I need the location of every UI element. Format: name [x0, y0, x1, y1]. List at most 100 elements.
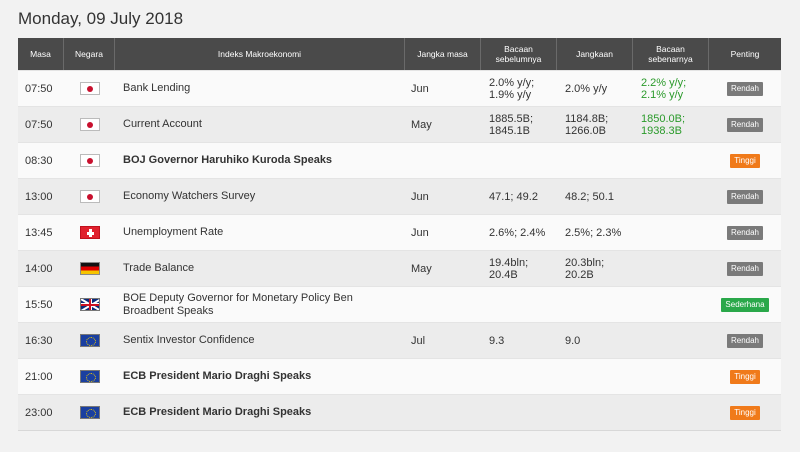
country-flag-cell: [64, 359, 115, 394]
table-row: 07:50 Bank Lending Jun 2.0% y/y; 1.9% y/y 2.…: [18, 70, 781, 106]
table-row: 15:50 BOE Deputy Governor for Monetary Po…: [18, 286, 781, 322]
header-country: Negara: [64, 38, 115, 70]
event-time: 16:30: [25, 334, 53, 347]
event-time: 07:50: [25, 118, 53, 131]
actual-value: [633, 215, 709, 250]
event-period: May: [411, 118, 432, 131]
actual-value: [633, 251, 709, 286]
country-flag-cell: [64, 179, 115, 214]
eu-flag-icon: [79, 334, 100, 347]
importance-cell: Tinggi: [709, 359, 781, 394]
importance-badge: Rendah: [726, 225, 764, 240]
actual-value: [633, 143, 709, 178]
event-name: ECB President Mario Draghi Speaks: [123, 406, 312, 418]
japan-flag-icon: [79, 118, 100, 131]
previous-value: 2.6%; 2.4%: [489, 226, 546, 239]
event-time: 23:00: [25, 406, 53, 419]
event-time: 08:30: [25, 154, 53, 167]
importance-badge: Tinggi: [730, 153, 760, 168]
actual-value: [633, 359, 709, 394]
importance-cell: Rendah: [709, 251, 781, 286]
eu-flag-icon: [79, 370, 100, 383]
event-name: Trade Balance: [123, 262, 195, 274]
event-time: 13:45: [25, 226, 53, 239]
importance-badge: Rendah: [726, 117, 764, 132]
event-period: Jul: [411, 334, 426, 347]
event-name: BOJ Governor Haruhiko Kuroda Speaks: [123, 154, 333, 166]
previous-value: [481, 395, 557, 430]
country-flag-cell: [64, 323, 115, 358]
eu-flag-icon: [79, 406, 100, 419]
forecast-value: 48.2; 50.1: [565, 190, 614, 203]
actual-value: [633, 287, 709, 322]
header-event: Indeks Makroekonomi: [115, 38, 405, 70]
table-row: 16:30 Sentix Investor Confidence Jul 9.3 9.0…: [18, 322, 781, 358]
importance-cell: Tinggi: [709, 143, 781, 178]
event-time: 15:50: [25, 298, 53, 311]
forecast-value: [557, 143, 633, 178]
forecast-value: [557, 359, 633, 394]
forecast-value: 9.0: [565, 334, 581, 347]
japan-flag-icon: [79, 154, 100, 167]
event-period: [405, 143, 481, 178]
event-name: ECB President Mario Draghi Speaks: [123, 370, 312, 382]
importance-badge: Rendah: [726, 261, 764, 276]
previous-value: [481, 287, 557, 322]
date-title: Monday, 09 July 2018: [18, 9, 184, 28]
table-header: Masa Negara Indeks Makroekonomi Jangka m…: [18, 38, 781, 70]
table-row: 21:00 ECB President Mario Draghi Speaks Ti…: [18, 358, 781, 394]
importance-badge: Tinggi: [730, 369, 760, 384]
event-period: Jun: [411, 82, 429, 95]
country-flag-cell: [64, 395, 115, 430]
table-row: 08:30 BOJ Governor Haruhiko Kuroda Speaks…: [18, 142, 781, 178]
header-period: Jangka masa: [405, 38, 481, 70]
table-row: 23:00 ECB President Mario Draghi Speaks Ti…: [18, 394, 781, 430]
event-period: [405, 287, 481, 322]
header-previous: Bacaan sebelumnya: [481, 38, 557, 70]
table-row: 07:50 Current Account May 1885.5B; 1845.1B 1…: [18, 106, 781, 142]
header-actual: Bacaan sebenarnya: [633, 38, 709, 70]
event-time: 07:50: [25, 82, 53, 95]
country-flag-cell: [64, 107, 115, 142]
importance-cell: Tinggi: [709, 395, 781, 430]
forecast-value: [557, 287, 633, 322]
importance-badge: Sederhana: [721, 297, 769, 312]
event-period: [405, 395, 481, 430]
header-time: Masa: [18, 38, 64, 70]
previous-value: [481, 143, 557, 178]
event-time: 21:00: [25, 370, 53, 383]
event-name: Current Account: [123, 118, 202, 130]
previous-value: [481, 359, 557, 394]
japan-flag-icon: [79, 82, 100, 95]
importance-badge: Rendah: [726, 81, 764, 96]
table-row: 13:00 Economy Watchers Survey Jun 47.1; 49.…: [18, 178, 781, 214]
event-name: Economy Watchers Survey: [123, 190, 256, 202]
importance-cell: Rendah: [709, 323, 781, 358]
switzerland-flag-icon: [79, 226, 100, 239]
header-importance: Penting: [730, 49, 760, 59]
event-time: 14:00: [25, 262, 53, 275]
forecast-value: 20.3bln; 20.2B: [565, 256, 605, 281]
country-flag-cell: [64, 287, 115, 322]
event-name: BOE Deputy Governor for Monetary Policy …: [123, 291, 353, 317]
actual-value: [633, 323, 709, 358]
forecast-value: 2.5%; 2.3%: [565, 226, 622, 239]
event-name: Sentix Investor Confidence: [123, 334, 255, 346]
importance-cell: Rendah: [709, 215, 781, 250]
importance-cell: Rendah: [709, 179, 781, 214]
event-period: [405, 359, 481, 394]
importance-cell: Sederhana: [709, 287, 781, 322]
country-flag-cell: [64, 71, 115, 106]
previous-value: 2.0% y/y; 1.9% y/y: [489, 76, 535, 101]
header-forecast: Jangkaan: [557, 38, 633, 70]
actual-value: [633, 179, 709, 214]
actual-value: [633, 395, 709, 430]
importance-badge: Rendah: [726, 333, 764, 348]
table-row: 14:00 Trade Balance May 19.4bln; 20.4B 20.3b…: [18, 250, 781, 286]
importance-cell: Rendah: [709, 71, 781, 106]
uk-flag-icon: [79, 298, 100, 311]
previous-value: 9.3: [489, 334, 505, 347]
japan-flag-icon: [79, 190, 100, 203]
event-name: Bank Lending: [123, 82, 191, 94]
